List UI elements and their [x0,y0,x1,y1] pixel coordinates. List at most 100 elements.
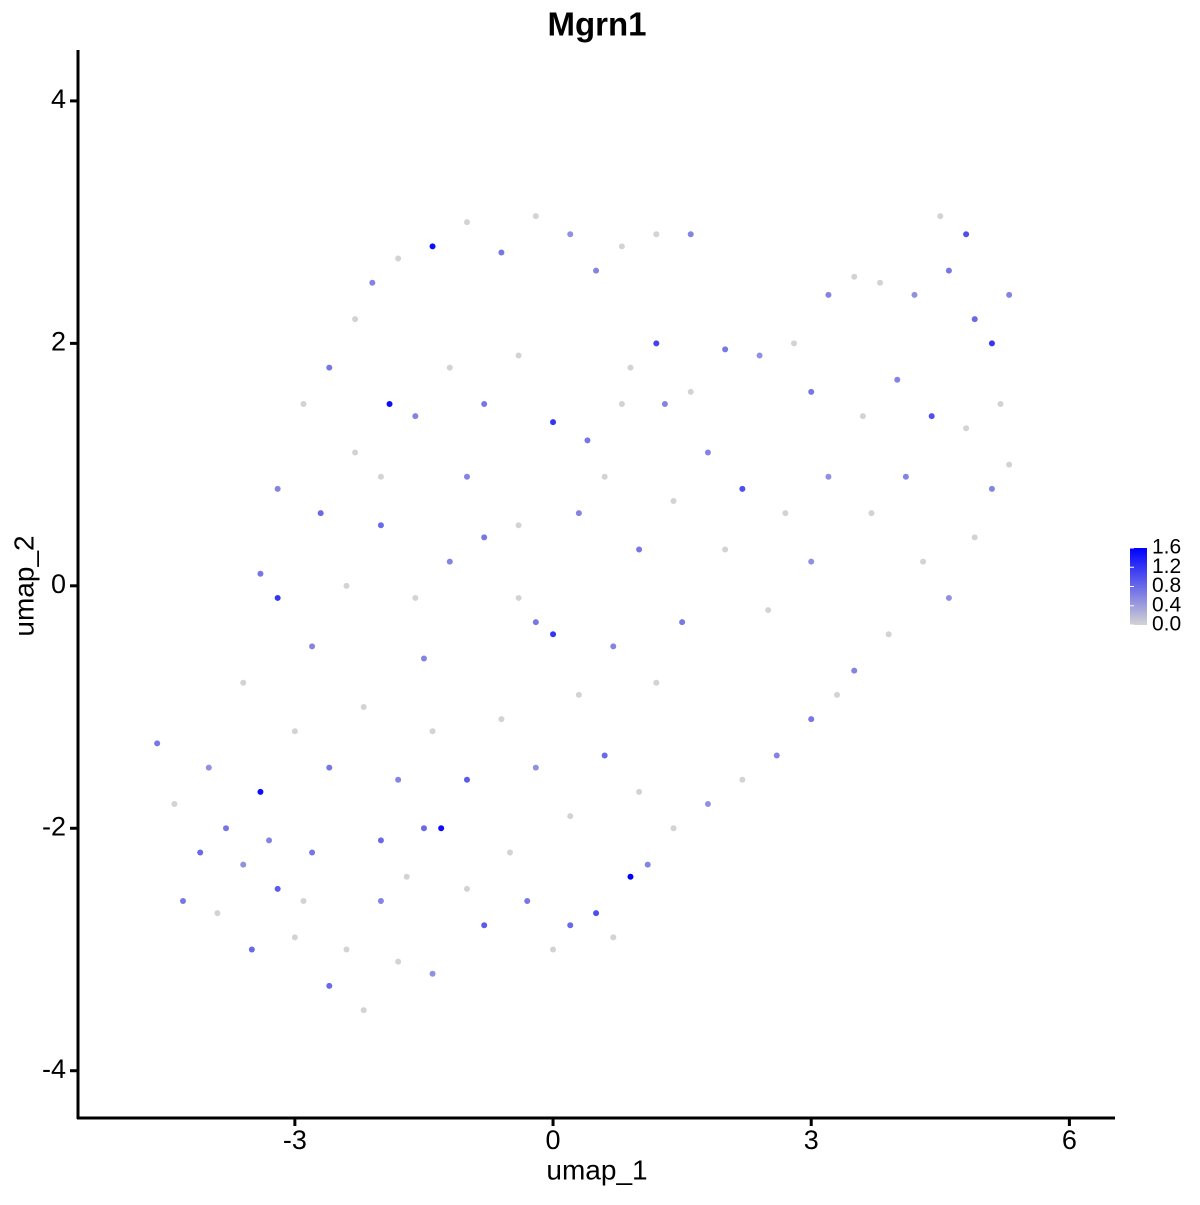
point [532,764,539,771]
point [240,679,247,686]
point [567,922,574,929]
point [1006,461,1013,468]
point [808,388,815,395]
point [791,340,798,347]
point [481,534,488,541]
point [412,594,419,601]
point [756,352,763,359]
point [550,631,557,638]
point [420,655,427,662]
point [386,400,393,407]
point [687,231,694,238]
point [352,316,359,323]
point [601,752,608,759]
point [274,485,281,492]
point [481,922,488,929]
point [179,898,186,905]
point [971,316,978,323]
point [532,213,539,220]
point [309,643,316,650]
point [214,910,221,917]
point [808,558,815,565]
point [825,291,832,298]
point [395,958,402,965]
colorbar-label: 1.6 [1152,536,1181,559]
point [808,716,815,723]
point [679,619,686,626]
point [171,801,178,808]
colorbar [1130,548,1147,625]
point [593,267,600,274]
point [507,849,514,856]
point [395,255,402,262]
point [498,249,505,256]
point [610,643,617,650]
point [644,861,651,868]
point [463,776,470,783]
point [429,243,436,250]
point [291,728,298,735]
point [618,400,625,407]
point [773,752,780,759]
y-tick-label: 4 [51,84,66,114]
point [369,279,376,286]
point [326,364,333,371]
point [868,510,875,517]
point [937,213,944,220]
point [377,837,384,844]
point [223,825,230,832]
point [971,534,978,541]
point [963,231,970,238]
point [463,473,470,480]
point [593,910,600,917]
point [420,825,427,832]
point [481,400,488,407]
point [515,594,522,601]
point [257,570,264,577]
x-tick-label: 3 [804,1125,819,1155]
point [446,364,453,371]
point [687,388,694,395]
point [395,776,402,783]
point [928,413,935,420]
point [945,594,952,601]
point [618,243,625,250]
point [627,364,634,371]
point [636,546,643,553]
point [463,885,470,892]
point [636,788,643,795]
point [575,691,582,698]
point [300,898,307,905]
y-tick-label: 0 [51,569,66,599]
point [1006,291,1013,298]
point [601,473,608,480]
y-tick-label: -4 [42,1054,66,1084]
point [627,873,634,880]
point [851,273,858,280]
point [463,219,470,226]
point [782,510,789,517]
point [945,267,952,274]
point [851,667,858,674]
point [446,558,453,565]
point [765,607,772,614]
x-tick-label: 0 [546,1125,561,1155]
point [326,982,333,989]
point [567,813,574,820]
point [722,346,729,353]
point [515,352,522,359]
point [343,582,350,589]
point [360,704,367,711]
point [309,849,316,856]
point [240,861,247,868]
colorbar-label: 0.4 [1152,593,1182,616]
point [326,764,333,771]
point [877,279,884,286]
y-tick-label: -2 [42,811,66,841]
colorbar-label: 0.0 [1152,613,1181,636]
y-tick-label: 2 [51,326,66,356]
point [300,400,307,407]
point [661,400,668,407]
point [670,497,677,504]
